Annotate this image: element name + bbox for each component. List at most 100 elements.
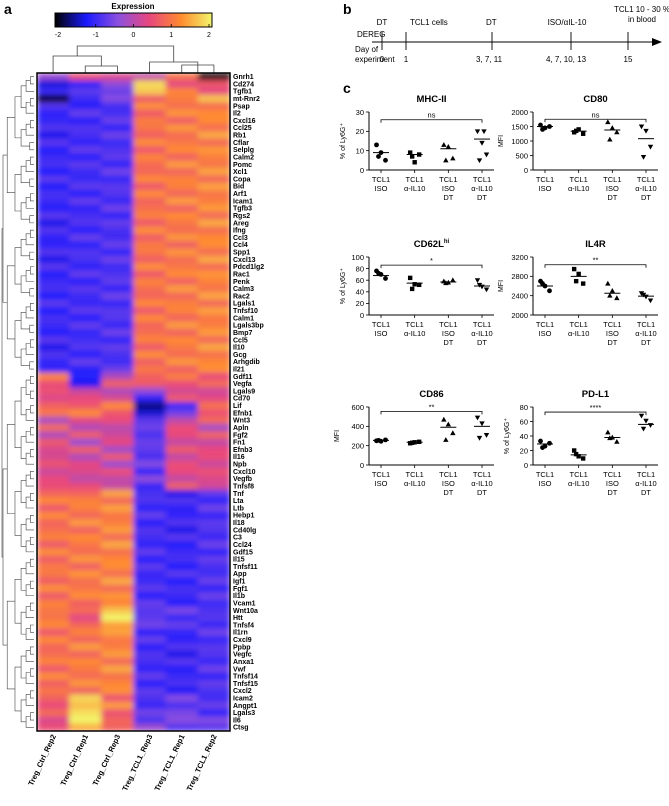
data-point: [647, 298, 654, 304]
heatmap-cell: [165, 460, 199, 469]
category-label: α-IL10: [404, 329, 425, 338]
heatmap-cell: [101, 248, 135, 257]
heatmap-cell: [197, 116, 230, 125]
heatmap-cell: [101, 497, 135, 505]
heatmap-cell: [197, 643, 230, 652]
gene-label: Apln: [233, 425, 249, 432]
heatmap-cell: [197, 138, 230, 147]
gene-label: Cxcl9: [233, 637, 252, 644]
heatmap-cell: [197, 577, 230, 586]
sample-label: Treg_TCL1_Rep1: [153, 733, 187, 792]
heatmap-cell: [69, 540, 102, 549]
heatmap-cell: [197, 321, 230, 330]
heatmap-cell: [165, 306, 199, 315]
heatmap-cell: [165, 372, 199, 381]
heatmap-cell: [69, 160, 102, 169]
data-point: [576, 127, 581, 132]
heatmap-cell: [37, 665, 70, 674]
heatmap-cell: [165, 540, 199, 549]
heatmap-cell: [37, 328, 70, 337]
heatmap-cell: [197, 687, 230, 696]
heatmap-cell: [101, 694, 135, 703]
data-point: [605, 119, 611, 125]
gene-label: Vegfa: [233, 381, 252, 388]
heatmap-cell: [133, 533, 167, 542]
timeline-model: DEREG: [357, 30, 385, 39]
category-label: TCL1: [637, 470, 655, 479]
heatmap-cell: [197, 402, 230, 410]
data-point: [443, 437, 449, 442]
heatmap-cell: [101, 233, 135, 242]
heatmap-cell: [37, 394, 70, 403]
heatmap-cell: [101, 197, 135, 206]
heatmap-cell: [69, 635, 102, 644]
heatmap-cells: [37, 73, 230, 731]
category-label: TCL1: [603, 320, 621, 329]
heatmap-cell: [197, 635, 230, 644]
heatmap-cell: [101, 665, 135, 674]
heatmap-cell: [133, 226, 167, 235]
data-point: [576, 271, 581, 277]
heatmap-cell: [165, 453, 199, 462]
sample-label: Treg_TCL1_Rep2: [185, 733, 219, 792]
plot-title: MHC-II: [416, 94, 446, 105]
heatmap-cell: [101, 402, 135, 410]
heatmap-cell: [69, 416, 102, 425]
heatmap-cell: [133, 87, 167, 96]
gene-label: Copa: [233, 176, 251, 183]
heatmap-cell: [197, 270, 230, 279]
heatmap-cell: [165, 431, 199, 440]
heatmap-cell: [197, 197, 230, 206]
colorbar-tick-label: -2: [55, 32, 61, 39]
heatmap-cell: [69, 628, 102, 637]
heatmap-cell: [69, 599, 102, 608]
data-point: [609, 125, 616, 130]
heatmap-cell: [37, 336, 70, 345]
heatmap-cell: [37, 248, 70, 257]
heatmap-cell: [197, 423, 230, 432]
heatmap-cell: [101, 336, 135, 345]
heatmap-cell: [165, 87, 199, 96]
heatmap-cell: [37, 306, 70, 315]
heatmap-cell: [37, 679, 70, 688]
data-point: [571, 266, 577, 272]
heatmap-cell: [165, 146, 199, 155]
heatmap-cell: [101, 211, 135, 220]
heatmap-cell: [197, 467, 230, 476]
heatmap-cell: [37, 219, 70, 228]
gene-label: Tnf: [233, 491, 245, 498]
heatmap-cell: [37, 460, 70, 469]
heatmap-cell: [197, 248, 230, 257]
dot-plot: CD800500100015002000MFITCL1ISOTCL1α-IL10…: [498, 94, 658, 202]
heatmap-cell: [165, 380, 199, 388]
heatmap-cell: [197, 562, 230, 571]
heatmap-cell: [101, 204, 135, 213]
category-label: TCL1: [439, 320, 457, 329]
heatmap-cell: [37, 643, 70, 652]
category-label: DT: [477, 193, 487, 202]
heatmap-cell: [165, 175, 199, 184]
heatmap-cell: [197, 204, 230, 213]
timeline-day: 0: [380, 55, 385, 64]
heatmap-cell: [133, 263, 167, 271]
category-label: TCL1: [569, 175, 587, 184]
data-point: [474, 278, 481, 283]
heatmap-cell: [69, 146, 102, 155]
heatmap-cell: [69, 584, 102, 593]
panel-label-a: a: [4, 1, 12, 17]
gene-label: Cxcl16: [233, 118, 256, 125]
heatmap-cell: [133, 73, 167, 81]
heatmap-cell: [37, 489, 70, 498]
heatmap-cell: [197, 431, 230, 440]
gene-label: Vegfc: [233, 652, 252, 659]
heatmap-cell: [197, 160, 230, 169]
heatmap-cell: [69, 518, 102, 527]
heatmap-cell: [37, 672, 70, 681]
gene-label: Arhgdib: [233, 359, 260, 366]
heatmap-cell: [37, 592, 70, 600]
heatmap-cell: [197, 306, 230, 315]
plot-title: CD86: [419, 389, 443, 400]
heatmap-cell: [165, 709, 199, 717]
colorbar-tick-label: 0: [132, 32, 136, 39]
heatmap-cell: [69, 153, 102, 162]
